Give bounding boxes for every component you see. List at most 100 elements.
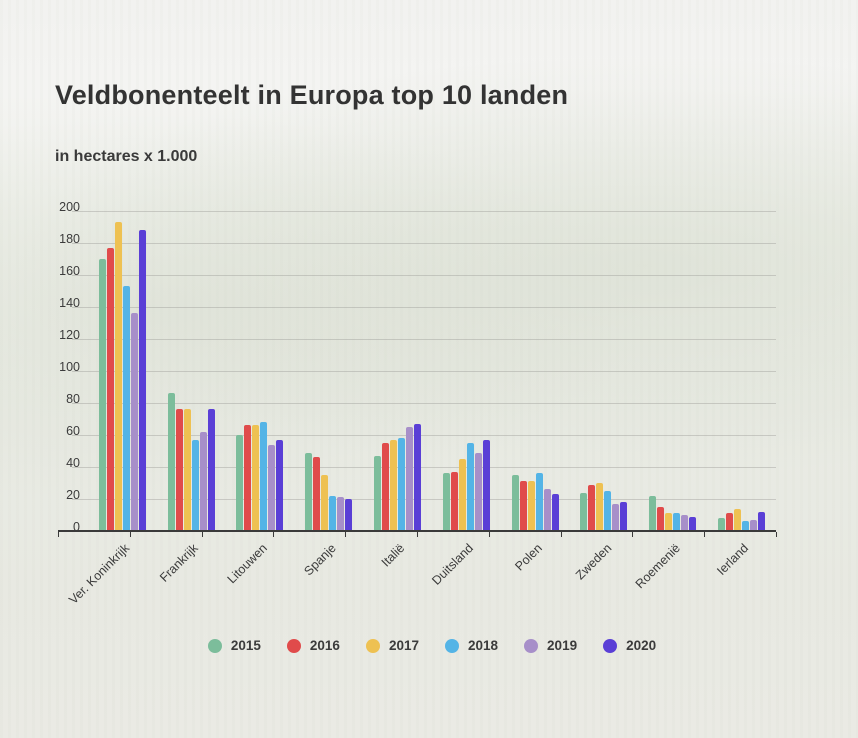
- legend-item-2020: 2020: [603, 638, 656, 653]
- legend-label: 2017: [388, 638, 419, 653]
- x-axis-tick: [560, 532, 562, 537]
- x-axis-tick: [58, 532, 59, 537]
- bar-2018: [191, 439, 199, 531]
- legend-color-dot: [207, 638, 222, 653]
- bar-2016: [519, 481, 527, 531]
- legend-label: 2015: [230, 638, 261, 653]
- bar-2020: [758, 511, 766, 531]
- bar-2018: [122, 286, 130, 531]
- bar-group: Roemenië: [632, 211, 707, 591]
- x-axis-tick: [201, 532, 203, 537]
- legend-label: 2018: [468, 638, 499, 653]
- bar-2015: [98, 259, 106, 531]
- bar-2017: [252, 425, 260, 531]
- bar-2016: [175, 409, 183, 531]
- x-axis-tick: [488, 532, 490, 537]
- y-axis-tick-label: 0: [73, 520, 80, 535]
- legend-item-2018: 2018: [445, 638, 498, 653]
- legend-item-2017: 2017: [365, 638, 419, 653]
- bar-2016: [313, 457, 321, 531]
- bar-2020: [345, 499, 353, 531]
- bar-2020: [551, 494, 559, 531]
- bar-group: Frankrijk: [157, 211, 226, 585]
- legend-color-dot: [365, 638, 380, 653]
- bar-2015: [442, 473, 450, 531]
- legend-label: 2016: [309, 638, 340, 653]
- y-axis-tick-label: 200: [59, 200, 80, 215]
- bar-2015: [511, 475, 519, 531]
- plot-area: Ver. Koninkrijk Frankrijk Litouwen Spanje It…: [66, 211, 776, 607]
- legend-item-2016: 2016: [286, 638, 340, 653]
- bar-2018: [604, 491, 612, 531]
- bar-group: Spanje: [294, 211, 363, 578]
- y-axis-tick-label: 100: [59, 360, 80, 375]
- gridline: [72, 371, 776, 372]
- y-axis-tick-label: 120: [59, 328, 80, 343]
- bar-2019: [681, 515, 689, 531]
- bar-2019: [612, 503, 620, 531]
- x-axis-tick: [345, 532, 347, 537]
- y-axis-tick-label: 140: [59, 296, 80, 311]
- bar-2018: [535, 473, 543, 531]
- x-axis-tick: [129, 532, 131, 537]
- bar-2017: [527, 481, 535, 531]
- bar-2017: [321, 475, 329, 531]
- bar-2016: [382, 443, 390, 531]
- gridline: [72, 499, 776, 500]
- y-axis-tick-label: 180: [59, 232, 80, 247]
- y-axis-tick-label: 80: [66, 392, 80, 407]
- bar-2020: [207, 409, 215, 531]
- bar-2018: [329, 495, 337, 531]
- bar-2020: [689, 516, 697, 531]
- bar-2015: [649, 495, 657, 531]
- bar-2015: [580, 492, 588, 531]
- bar-2019: [130, 313, 138, 531]
- y-axis-tick-label: 20: [66, 488, 80, 503]
- y-axis-tick-label: 40: [66, 456, 80, 471]
- bar-2016: [657, 507, 665, 531]
- bar-2017: [458, 459, 466, 531]
- bar-2018: [466, 443, 474, 531]
- bar-2017: [665, 513, 673, 531]
- bar-2019: [474, 452, 482, 531]
- bar-2015: [305, 452, 313, 531]
- legend-color-dot: [445, 638, 459, 653]
- bar-2015: [718, 518, 726, 531]
- legend-label: 2020: [626, 638, 657, 653]
- bar-2016: [244, 425, 252, 531]
- bar-2017: [114, 222, 122, 531]
- x-axis-tick: [704, 532, 706, 537]
- bar-group: Zweden: [570, 211, 639, 582]
- bar-2019: [268, 444, 276, 531]
- bar-2017: [734, 508, 742, 531]
- bar-2015: [374, 455, 382, 531]
- bar-2020: [620, 502, 628, 531]
- chart-title: Veldbonenteelt in Europa top 10 landen: [55, 80, 569, 110]
- x-axis-tick: [273, 532, 275, 537]
- bar-2018: [398, 438, 406, 531]
- bar-group: Italië: [363, 211, 432, 570]
- x-axis-line: [58, 530, 777, 537]
- bar-2016: [450, 471, 458, 531]
- bar-2019: [337, 497, 345, 531]
- gridline: [72, 339, 776, 340]
- legend-label: 2019: [547, 638, 578, 653]
- bar-2016: [726, 513, 734, 531]
- gridline: [72, 467, 776, 468]
- bar-2018: [673, 513, 681, 531]
- bar-2019: [750, 519, 758, 531]
- bar-2017: [183, 409, 191, 531]
- bar-chart: 0 20 40 60 80 100 120 140 160 180 200 Ver. Koninkr…: [58, 200, 777, 607]
- bar-2019: [199, 431, 207, 531]
- legend-color-dot: [286, 638, 301, 653]
- bar-2017: [596, 483, 604, 531]
- bar-2019: [406, 427, 414, 531]
- legend-color-dot: [603, 638, 618, 653]
- bar-group: Ver. Koninkrijk: [66, 211, 157, 607]
- legend-item-2015: 2015: [207, 638, 261, 653]
- legend-color-dot: [524, 638, 539, 653]
- bar-2015: [167, 393, 175, 531]
- bar-group: Ierland: [707, 211, 776, 578]
- bar-2019: [543, 489, 551, 531]
- bar-2020: [138, 230, 146, 531]
